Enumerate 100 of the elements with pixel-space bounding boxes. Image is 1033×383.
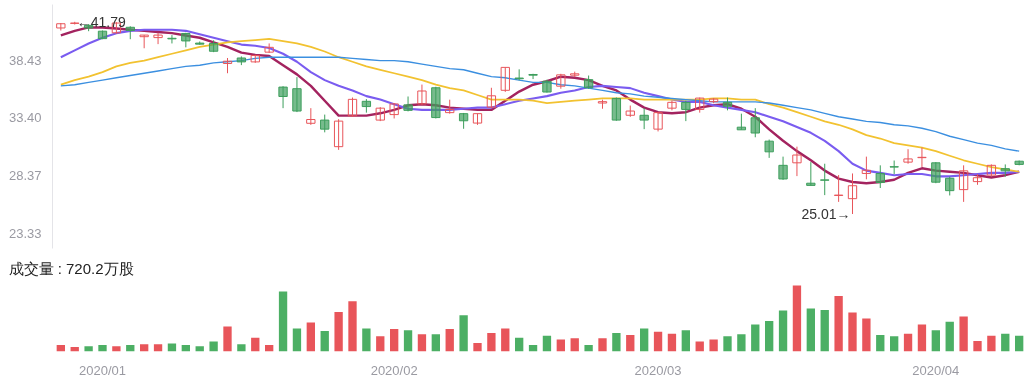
candlestick xyxy=(806,161,816,186)
bar xyxy=(278,291,288,352)
bar xyxy=(640,328,649,352)
candlestick xyxy=(861,156,872,180)
candlestick xyxy=(945,176,955,196)
bar xyxy=(417,334,427,352)
bar xyxy=(612,333,621,352)
bar xyxy=(765,321,774,352)
bar xyxy=(334,311,343,352)
bar xyxy=(959,316,968,352)
y-tick-label: 33.40 xyxy=(8,110,42,126)
bar xyxy=(153,344,163,352)
bar xyxy=(862,318,871,352)
candlestick xyxy=(292,76,302,113)
bar xyxy=(987,335,996,352)
bar xyxy=(292,328,302,352)
bar xyxy=(778,310,788,352)
bar xyxy=(806,308,815,352)
bar xyxy=(653,331,663,352)
bar xyxy=(362,328,371,352)
candlestick xyxy=(347,97,358,118)
bar xyxy=(890,336,899,352)
x-tick-label: 2020/02 xyxy=(370,362,418,378)
bar xyxy=(223,326,232,352)
bar xyxy=(945,321,954,352)
bar xyxy=(320,331,329,352)
candlestick xyxy=(833,174,844,203)
bar xyxy=(209,341,218,352)
bar xyxy=(445,329,454,352)
bar xyxy=(848,312,857,352)
candlestick xyxy=(903,148,913,165)
bar xyxy=(251,337,260,352)
bar xyxy=(98,344,107,352)
y-tick-label: 38.43 xyxy=(8,52,42,68)
candlestick xyxy=(681,100,691,122)
candlestick xyxy=(750,107,760,138)
candlestick xyxy=(278,85,288,109)
x-tick-label: 2020/04 xyxy=(912,362,960,378)
bar xyxy=(140,344,149,352)
candlestick xyxy=(653,111,663,132)
bar xyxy=(390,329,399,352)
bar xyxy=(515,337,524,352)
candlestick xyxy=(667,100,677,111)
bar xyxy=(709,339,718,352)
bar xyxy=(237,344,246,352)
annotation: ←41.79 xyxy=(76,13,126,30)
bar xyxy=(598,338,607,352)
bar xyxy=(306,322,315,352)
x-tick-label: 2020/03 xyxy=(634,362,682,378)
bar xyxy=(667,333,677,352)
bar xyxy=(570,338,579,352)
chart-title: 成交量 : 720.2万股 xyxy=(8,259,134,277)
bar xyxy=(431,334,440,352)
candlestick xyxy=(792,146,802,177)
bar xyxy=(903,333,913,352)
bar xyxy=(473,342,482,352)
bar xyxy=(1001,333,1010,352)
candlestick xyxy=(403,95,413,112)
line-series xyxy=(60,56,1020,152)
candlestick xyxy=(875,164,885,189)
bar xyxy=(931,330,940,352)
annotation: 25.01→ xyxy=(801,206,851,223)
bar xyxy=(876,334,885,352)
bar xyxy=(487,333,496,352)
candlestick xyxy=(958,164,969,203)
bar xyxy=(626,334,635,352)
x-tick-label: 2020/01 xyxy=(79,362,126,378)
y-tick-label: 23.33 xyxy=(8,225,42,241)
bar xyxy=(112,346,121,352)
bar xyxy=(973,340,982,352)
bar xyxy=(542,335,552,352)
candlestick xyxy=(333,118,344,151)
bar xyxy=(84,346,93,352)
bar xyxy=(917,324,927,352)
candlestick xyxy=(639,107,649,130)
candlestick xyxy=(528,73,538,80)
bar xyxy=(834,296,843,352)
candlestick xyxy=(764,139,774,159)
bar xyxy=(501,328,510,352)
candlestick xyxy=(167,34,177,44)
bar xyxy=(195,346,204,352)
candlestick xyxy=(417,84,427,106)
bar xyxy=(376,336,385,352)
candlestick xyxy=(847,172,858,215)
bar xyxy=(737,334,746,352)
bar xyxy=(723,336,732,352)
candlestick xyxy=(778,156,788,181)
bar xyxy=(1015,335,1024,352)
y-tick-label: 28.37 xyxy=(8,168,42,184)
candlestick xyxy=(820,163,830,196)
bar xyxy=(459,315,468,352)
candlestick xyxy=(153,32,163,45)
bar xyxy=(820,309,829,352)
candlestick xyxy=(500,66,510,93)
bar xyxy=(792,285,802,352)
bar xyxy=(403,330,413,352)
bar xyxy=(751,324,760,352)
candlestick xyxy=(486,87,497,109)
bar xyxy=(584,344,593,352)
bar xyxy=(681,330,690,352)
